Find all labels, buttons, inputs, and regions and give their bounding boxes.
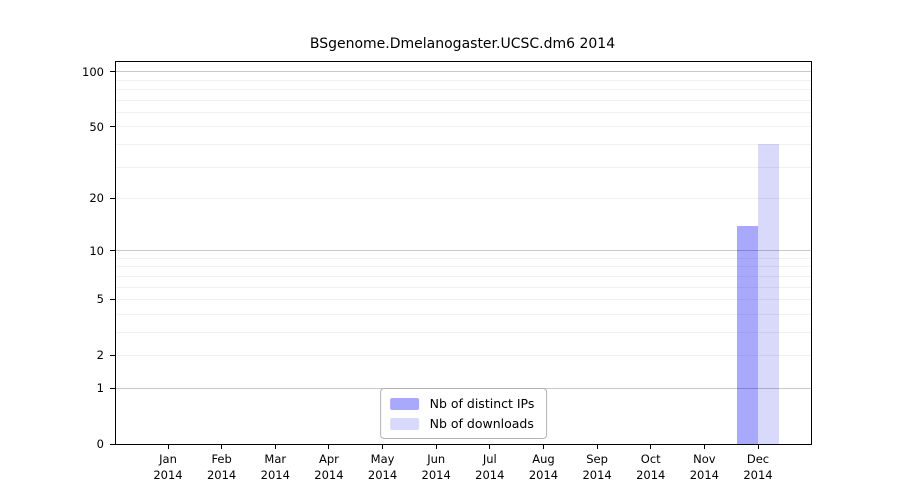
x-tick: [328, 444, 330, 449]
x-tick: [274, 444, 276, 449]
plot-area: Nb of distinct IPs Nb of downloads 0 1 2 5 1…: [82, 61, 812, 482]
x-tick-label: Feb 2014: [206, 452, 237, 482]
legend-label-distinct-ips: Nb of distinct IPs: [429, 396, 535, 411]
gridline-minor: [116, 257, 811, 259]
y-tick-label: 100: [82, 64, 104, 79]
legend-item-downloads: Nb of downloads: [389, 416, 535, 431]
y-tick-label: 10: [89, 243, 104, 258]
x-tick-label: Sep 2014: [582, 452, 612, 482]
x-tick: [757, 444, 759, 449]
gridline-minor: [116, 275, 811, 277]
x-tick-label: Oct 2014: [636, 452, 666, 482]
y-tick: [110, 250, 115, 252]
gridline-minor: [116, 298, 811, 300]
y-tick-label: 5: [96, 292, 104, 307]
x-tick-label: Aug 2014: [528, 452, 559, 482]
y-tick-label: 0: [96, 437, 104, 451]
gridline-minor: [116, 143, 811, 145]
x-tick-label: May 2014: [367, 452, 398, 482]
x-tick-label: Dec 2014: [743, 452, 773, 482]
x-tick: [489, 444, 491, 449]
x-tick: [435, 444, 437, 449]
legend-item-distinct-ips: Nb of distinct IPs: [389, 396, 535, 411]
y-tick: [110, 298, 115, 300]
gridline-minor: [116, 197, 811, 199]
legend-swatch-distinct-ips: [389, 397, 419, 410]
y-tick-label: 2: [96, 348, 104, 363]
x-tick: [167, 444, 169, 449]
gridline-major: [116, 71, 811, 73]
gridline-minor: [116, 266, 811, 268]
gridline-minor: [116, 166, 811, 168]
x-tick: [542, 444, 544, 449]
x-tick-label: Jul 2014: [475, 452, 505, 482]
gridline-minor: [116, 79, 811, 81]
y-tick: [110, 71, 115, 73]
x-tick: [382, 444, 384, 449]
x-tick: [596, 444, 598, 449]
legend-swatch-downloads: [389, 417, 419, 430]
x-tick-label: Apr 2014: [314, 452, 344, 482]
y-tick-label: 20: [89, 191, 104, 206]
gridline-minor: [116, 354, 811, 356]
gridline-minor: [116, 99, 811, 101]
y-tick: [110, 354, 115, 356]
gridline-major: [116, 250, 811, 252]
x-tick-label: Nov 2014: [689, 452, 719, 482]
y-tick: [110, 126, 115, 128]
gridline-minor: [116, 89, 811, 91]
bar-downloads: [758, 144, 779, 444]
gridline-minor: [116, 126, 811, 128]
x-tick-label: Mar 2014: [260, 452, 290, 482]
x-tick: [703, 444, 705, 449]
legend: Nb of distinct IPs Nb of downloads: [379, 388, 548, 439]
x-tick: [650, 444, 652, 449]
y-tick: [110, 197, 115, 199]
legend-label-downloads: Nb of downloads: [429, 416, 534, 431]
gridline-minor: [116, 331, 811, 333]
bar-distinct-ips: [737, 225, 758, 444]
gridline-minor: [116, 286, 811, 288]
gridline-minor: [116, 313, 811, 315]
y-tick: [110, 443, 115, 445]
y-tick-label: 1: [96, 381, 104, 396]
chart-title: BSgenome.Dmelanogaster.UCSC.dm6 2014: [309, 36, 616, 52]
x-tick: [221, 444, 223, 449]
gridline-minor: [116, 111, 811, 113]
y-tick: [110, 387, 115, 389]
y-tick-label: 50: [89, 119, 104, 134]
x-tick-label: Jan 2014: [153, 452, 183, 482]
x-tick-label: Jun 2014: [421, 452, 451, 482]
